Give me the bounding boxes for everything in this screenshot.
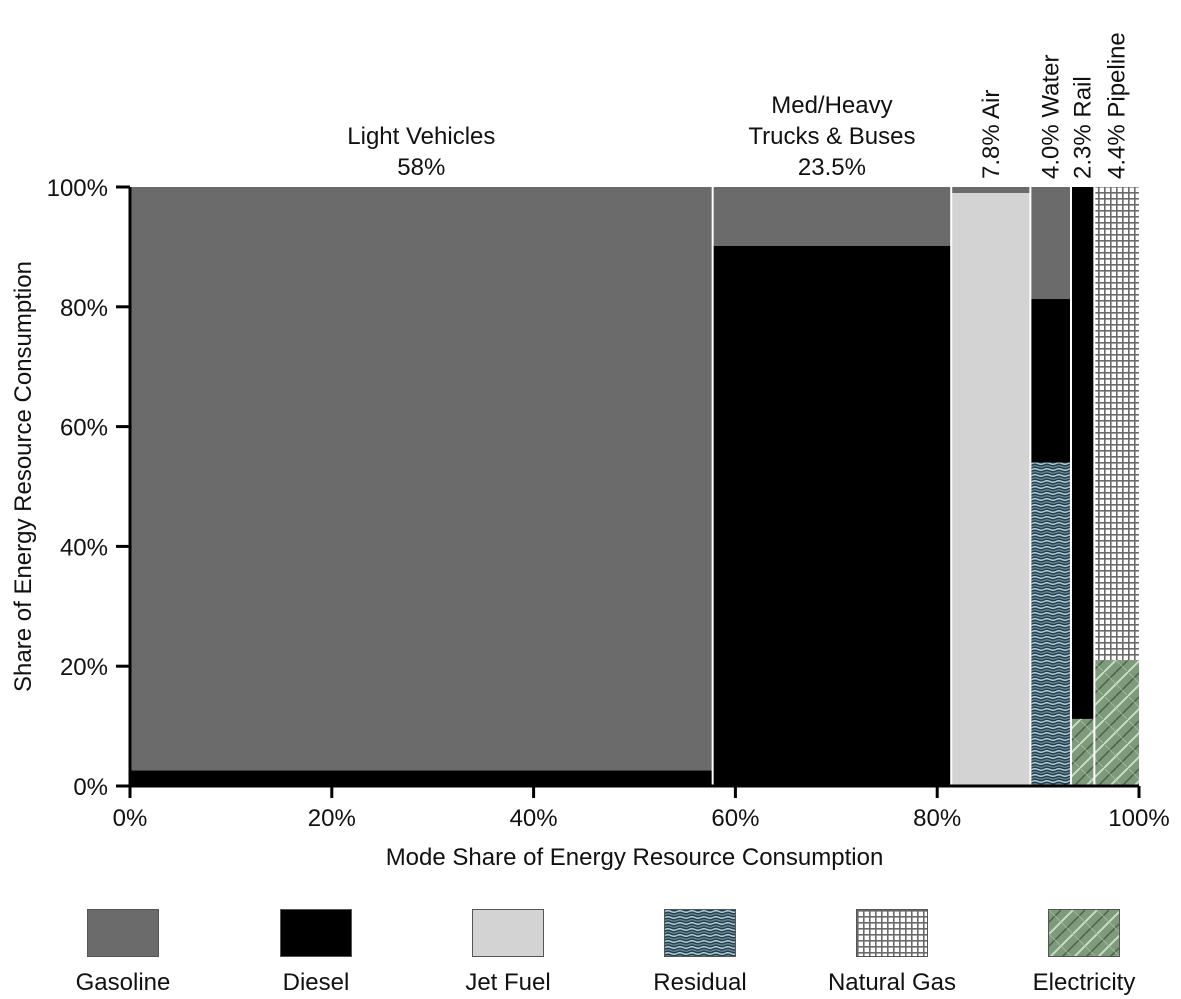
legend-swatch-residual [664,909,736,957]
bar-segment-rail-electricity [1070,718,1095,786]
mode-label-pipeline: 4.4% Pipeline [1104,32,1131,179]
mosaic-chart: 0% 20% 40% 60% 80% 100% 0% 20% 40% 60% 80% 100% Mode… [10,32,1170,871]
mode-label-rail: 2.3% Rail [1070,76,1097,179]
legend-label-diesel: Diesel [282,969,350,996]
bar-segment-pipeline-natural-gas [1094,187,1139,661]
legend-swatch-diesel [280,909,352,957]
mode-label-med-heavy: Med/Heavy [771,92,892,119]
mode-label-med-heavy: 23.5% [798,154,866,181]
legend-swatch-electricity [1048,909,1120,957]
legend-item-natural-gas: Natural Gas [812,905,972,997]
x-tick-label: 100% [1108,805,1169,832]
legend-label-gasoline: Gasoline [75,969,171,996]
x-tick-label: 80% [913,805,961,832]
legend-label-jet-fuel: Jet Fuel [465,969,551,996]
legend-item-electricity: Electricity [1004,905,1164,997]
y-tick-label: 80% [60,295,108,322]
legend: Gasoline Diesel Jet Fuel Residual Natural Ga… [0,905,1181,999]
bar-segment-med-heavy-gasoline [712,187,952,246]
legend-item-residual: Residual [620,905,780,997]
legend-swatch-gasoline [87,909,159,957]
legend-swatch-natural-gas [856,909,928,957]
legend-item-gasoline: Gasoline [43,905,203,997]
x-tick-label: 20% [308,805,356,832]
legend-swatch-jet-fuel [472,909,544,957]
legend-label-electricity: Electricity [1032,969,1136,996]
bar-segment-light-vehicles-gasoline [130,187,713,771]
x-tick-label: 60% [711,805,759,832]
bar-segment-water-diesel [1030,299,1071,463]
bar-segment-water-residual [1030,462,1071,786]
bar-segment-pipeline-electricity [1094,660,1139,786]
y-axis-title: Share of Energy Resource Consumption [10,261,37,692]
y-tick-label: 0% [73,774,108,801]
bar-segment-light-vehicles-diesel [130,770,713,786]
x-tick-label: 40% [510,805,558,832]
bar-segment-air-gasoline [951,187,1031,193]
y-tick-label: 20% [60,654,108,681]
mode-label-light-vehicles: 58% [397,154,445,181]
y-tick-label: 60% [60,415,108,442]
legend-item-jet-fuel: Jet Fuel [428,905,588,997]
legend-label-natural-gas: Natural Gas [827,969,957,996]
x-axis-title: Mode Share of Energy Resource Consumptio… [386,844,884,871]
bar-segment-med-heavy-diesel [712,245,952,786]
mode-label-light-vehicles: Light Vehicles [347,123,495,150]
legend-label-residual: Residual [653,969,747,996]
bar-segment-air-jet-fuel [951,192,1031,787]
bar-segment-water-gasoline [1030,187,1071,300]
legend-item-diesel: Diesel [236,905,396,997]
mode-label-med-heavy: Trucks & Buses [748,123,915,150]
x-tick-label: 0% [113,805,148,832]
mode-label-water: 4.0% Water [1038,55,1065,180]
mode-label-air: 7.8% Air [978,90,1005,179]
y-tick-label: 40% [60,534,108,561]
y-tick-label: 100% [47,175,108,202]
bar-segment-rail-diesel [1070,187,1095,719]
